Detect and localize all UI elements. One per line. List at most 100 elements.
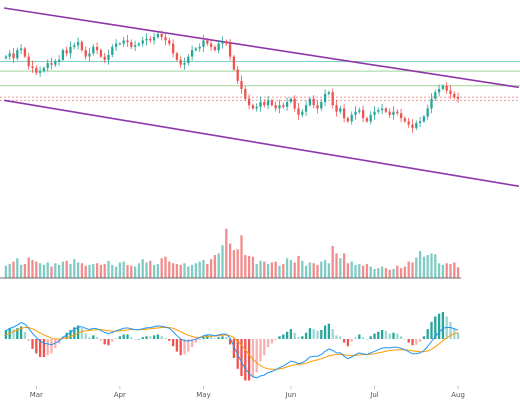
macd-histogram-bar <box>126 334 129 339</box>
macd-histogram-bar <box>407 339 410 343</box>
macd-histogram-bar <box>331 329 334 339</box>
candle <box>156 32 160 39</box>
volume-bar <box>411 262 414 278</box>
macd-histogram-bar <box>369 336 372 339</box>
macd-histogram-bar <box>255 339 258 373</box>
x-tick-label: May <box>196 391 210 399</box>
candle-body <box>152 37 156 41</box>
volume-bar <box>240 235 243 278</box>
macd-histogram-bar <box>437 313 441 339</box>
candle-body <box>255 106 258 109</box>
volume-bar <box>122 261 125 278</box>
macd-histogram-bar <box>12 329 15 339</box>
macd-histogram-bar <box>342 339 346 343</box>
volume-bar <box>301 260 304 278</box>
candle-body <box>392 111 395 115</box>
candle <box>426 104 429 120</box>
volume-bar <box>198 261 201 278</box>
candle <box>19 43 23 55</box>
macd-histogram-bar <box>194 339 198 343</box>
volume-bar <box>346 263 350 278</box>
macd-histogram-bar <box>441 311 445 339</box>
volume-bar <box>19 264 23 278</box>
macd-histogram-bar <box>411 339 414 346</box>
candle <box>198 43 201 52</box>
candle <box>247 94 251 110</box>
volume-bar <box>80 263 84 278</box>
macd-histogram-bar <box>23 331 27 339</box>
candle-body <box>449 90 452 94</box>
volume-bar <box>297 255 300 278</box>
volume-bar <box>251 256 255 278</box>
volume-bar <box>46 262 49 278</box>
candle-body <box>190 50 194 57</box>
candle <box>8 49 11 60</box>
candle-body <box>46 63 49 68</box>
volume-bar <box>426 255 429 278</box>
macd-histogram-bar <box>111 339 114 342</box>
candle <box>126 34 129 47</box>
candle-body <box>437 89 441 93</box>
candle <box>358 107 361 115</box>
candle <box>76 37 80 50</box>
volume-bar <box>16 258 19 278</box>
volume-bar <box>407 261 410 278</box>
macd-histogram-bar <box>346 339 350 347</box>
channel-trendline <box>3 7 520 89</box>
candle <box>50 57 53 70</box>
macd-histogram-bar <box>339 336 342 339</box>
macd-histogram-bar <box>42 339 46 358</box>
x-tick-label: Jun <box>284 391 296 399</box>
macd-histogram-bar <box>99 339 103 341</box>
candle <box>69 41 72 59</box>
volume-bar <box>403 266 407 278</box>
macd-histogram-bar <box>46 339 49 356</box>
candle <box>23 46 27 59</box>
candle-body <box>16 50 19 59</box>
macd-histogram-bar <box>312 329 315 339</box>
candle-body <box>236 69 239 81</box>
candle <box>373 106 376 120</box>
volume-bar <box>369 266 372 278</box>
macd-histogram-bar <box>107 339 110 346</box>
macd-histogram-bar <box>38 339 42 358</box>
candle <box>308 97 312 107</box>
macd-histogram-bar <box>361 337 365 339</box>
candle-body <box>156 33 160 38</box>
volume-bar <box>99 264 103 278</box>
candle <box>183 57 186 70</box>
candle <box>160 30 163 41</box>
candle <box>411 119 414 133</box>
volume-bar <box>31 259 34 278</box>
candle <box>289 97 293 104</box>
volume-bar <box>331 246 334 278</box>
candle <box>350 111 353 125</box>
candle-body <box>335 105 338 112</box>
candle-body <box>422 116 426 122</box>
candle-body <box>270 100 274 106</box>
candle-body <box>331 92 334 106</box>
candle-body <box>251 105 255 109</box>
volume-bar <box>145 262 148 278</box>
candle <box>346 116 350 123</box>
candle-body <box>342 108 346 119</box>
volume-bar <box>69 264 72 278</box>
candle-body <box>206 40 209 44</box>
macd-histogram-bar <box>384 330 388 339</box>
volume-bar <box>38 263 42 278</box>
volume-bar <box>377 268 380 278</box>
candle <box>418 116 422 128</box>
candle-body <box>8 53 11 57</box>
candle-body <box>183 63 186 65</box>
candle-body <box>92 46 95 54</box>
candle <box>301 109 304 118</box>
macd-histogram-bar <box>130 337 133 339</box>
candle <box>225 39 228 46</box>
candle-body <box>80 42 84 51</box>
macd-histogram-bar <box>50 339 53 354</box>
candle-body <box>445 85 448 91</box>
candle-body <box>84 50 87 57</box>
candle-body <box>171 43 175 54</box>
volume-bar <box>415 257 418 278</box>
